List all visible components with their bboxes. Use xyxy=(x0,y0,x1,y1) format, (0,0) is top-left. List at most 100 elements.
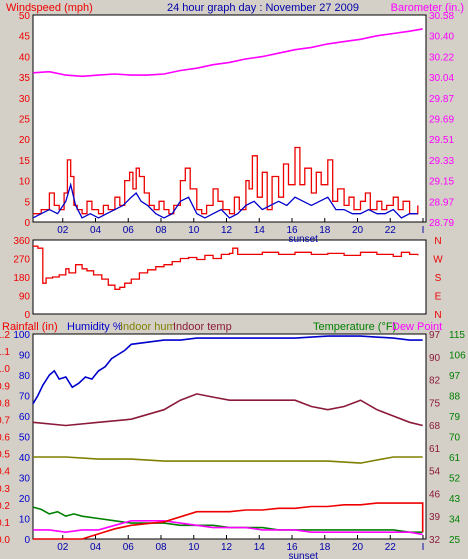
plot-area-2 xyxy=(32,239,427,315)
indoor-temp-tick-label: 61 xyxy=(429,444,441,455)
x-tick-label: 18 xyxy=(319,225,331,236)
windspeed-tick-label: 30 xyxy=(19,94,31,105)
direction-degree-tick-label: 360 xyxy=(13,236,30,247)
barometer-tick-label: 29.33 xyxy=(429,156,454,167)
barometer-tick-label: 29.87 xyxy=(429,94,454,105)
temperature-tick-label: 97 xyxy=(449,371,461,382)
rainfall-tick-label: 0.8 xyxy=(0,398,10,409)
temperature-tick-label: 43 xyxy=(449,494,461,505)
temperature-tick-label: 61 xyxy=(449,453,461,464)
windspeed-gust-series xyxy=(33,146,419,215)
humidity-tick-label: 30 xyxy=(19,474,31,485)
direction-degree-tick-label: 180 xyxy=(13,273,30,284)
rainfall-tick-label: 0.3 xyxy=(0,484,10,495)
x-tick-label: 22 xyxy=(385,542,397,553)
windspeed-tick-label: 35 xyxy=(19,73,31,84)
windspeed-avg-series xyxy=(32,182,418,219)
x-tick-label: 16 xyxy=(286,542,298,553)
barometer-tick-label: 29.69 xyxy=(429,115,454,126)
indoor-temp-legend: Indoor temp xyxy=(173,321,232,333)
indoor-hum-series xyxy=(33,456,423,464)
rainfall-tick-label: 0.5 xyxy=(0,450,10,461)
rainfall-tick-label: 0.6 xyxy=(0,433,10,444)
temperature-tick-label: 52 xyxy=(449,474,461,485)
indoor-temp-tick-label: 46 xyxy=(429,489,441,500)
barometer-tick-label: 30.22 xyxy=(429,52,454,63)
indoor-temp-tick-label: 75 xyxy=(429,398,441,409)
sunset-label: sunset xyxy=(288,234,318,245)
x-tick-label: I xyxy=(422,542,425,553)
indoor-temp-tick-label: 82 xyxy=(429,376,441,387)
barometer-tick-label: 30.40 xyxy=(429,32,454,43)
x-tick-label: 06 xyxy=(123,542,135,553)
x-tick-label: 22 xyxy=(385,225,397,236)
windspeed-tick-label: 25 xyxy=(19,115,31,126)
indoor-temp-tick-label: 90 xyxy=(429,353,441,364)
rainfall-tick-label: 0.1 xyxy=(0,518,10,529)
rainfall-tick-label: 0.9 xyxy=(0,381,10,392)
x-tick-label: 06 xyxy=(123,225,135,236)
x-tick-label: 16 xyxy=(286,225,298,236)
rainfall-tick-label: 0.7 xyxy=(0,415,10,426)
temperature-tick-label: 34 xyxy=(449,515,461,526)
x-tick-label: 08 xyxy=(155,225,167,236)
direction-compass-label: E xyxy=(435,292,442,303)
x-tick-label: 08 xyxy=(155,542,167,553)
x-tick-label: 02 xyxy=(57,542,69,553)
x-tick-label: 12 xyxy=(221,542,233,553)
x-tick-label: 10 xyxy=(188,542,200,553)
barometer-tick-label: 28.79 xyxy=(429,218,454,229)
barometer-tick-label: 29.15 xyxy=(429,177,454,188)
windspeed-tick-label: 45 xyxy=(19,32,31,43)
dew-point-series xyxy=(33,520,423,536)
barometer-tick-label: 29.51 xyxy=(429,135,454,146)
humidity-tick-label: 100 xyxy=(13,330,30,341)
direction-degree-tick-label: 270 xyxy=(13,255,30,266)
sunset-label: sunset xyxy=(288,551,318,559)
humidity-tick-label: 0 xyxy=(24,535,30,546)
direction-degree-tick-label: 0 xyxy=(24,310,30,321)
indoor-temp-series xyxy=(32,393,423,427)
direction-degree-tick-label: 90 xyxy=(19,292,31,303)
rainfall-tick-label: 0.0 xyxy=(0,535,10,546)
humidity-series xyxy=(32,335,423,405)
indoor-temp-tick-label: 54 xyxy=(429,467,441,478)
x-tick-label: 02 xyxy=(57,225,69,236)
rainfall-tick-label: 1.0 xyxy=(0,364,10,375)
rainfall-axis-title: Rainfall (in) xyxy=(2,321,58,333)
windspeed-axis-title: Windspeed (mph) xyxy=(6,2,93,14)
humidity-axis-title: Humidity % xyxy=(67,321,123,333)
plot-area-3 xyxy=(32,333,427,540)
rainfall-tick-label: 0.2 xyxy=(0,501,10,512)
humidity-tick-label: 40 xyxy=(19,453,31,464)
x-tick-label: 14 xyxy=(254,542,266,553)
plot-area-1 xyxy=(32,14,427,223)
dew-point-legend: Dew Point xyxy=(392,321,442,333)
temperature-tick-label: 25 xyxy=(449,535,461,546)
direction-compass-label: W xyxy=(433,255,443,266)
rainfall-tick-label: 0.4 xyxy=(0,467,10,478)
temperature-series xyxy=(32,506,423,533)
x-tick-label: 18 xyxy=(319,542,331,553)
windspeed-tick-label: 50 xyxy=(19,11,31,22)
indoor-hum-legend: Indoor hum xyxy=(120,321,176,333)
humidity-tick-label: 50 xyxy=(19,433,31,444)
x-tick-label: 12 xyxy=(221,225,233,236)
x-tick-label: 20 xyxy=(352,542,364,553)
humidity-tick-label: 70 xyxy=(19,392,31,403)
barometer-axis-title: Barometer (in.) xyxy=(391,2,464,14)
humidity-tick-label: 10 xyxy=(19,515,31,526)
temperature-tick-label: 79 xyxy=(449,412,461,423)
indoor-temp-tick-label: 68 xyxy=(429,421,441,432)
windspeed-tick-label: 15 xyxy=(19,156,31,167)
x-tick-label: 14 xyxy=(254,225,266,236)
humidity-tick-label: 60 xyxy=(19,412,31,423)
x-tick-label: 20 xyxy=(352,225,364,236)
windspeed-tick-label: 5 xyxy=(24,197,30,208)
humidity-tick-label: 90 xyxy=(19,351,31,362)
direction-compass-label: S xyxy=(435,273,442,284)
x-tick-label: 04 xyxy=(90,542,102,553)
wind-direction-series xyxy=(33,245,419,290)
